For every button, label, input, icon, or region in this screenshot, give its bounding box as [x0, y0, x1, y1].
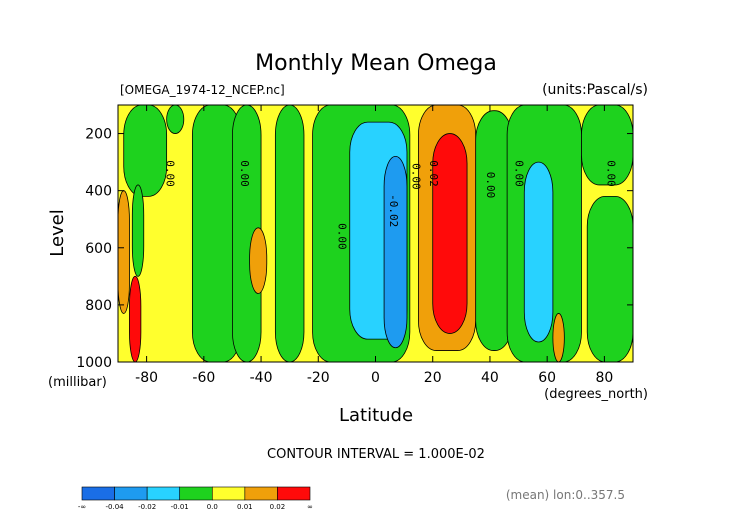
field-region-zero_neg — [131, 184, 145, 277]
units-label: (units:Pascal/s) — [542, 82, 648, 98]
field-region-pos1 — [552, 313, 565, 362]
field-region-zero_neg — [274, 105, 305, 362]
field-region-zero_neg — [123, 105, 168, 197]
field-region-zero_neg — [586, 195, 633, 362]
x-tick-label: 0 — [371, 370, 380, 386]
contour-label: -0.02 — [387, 194, 400, 227]
contour-label: 0.00 — [484, 172, 497, 199]
x-axis-label: Latitude — [339, 405, 413, 426]
colorbar-swatch — [244, 486, 278, 501]
footnote: (mean) lon:0..357.5 — [506, 488, 625, 502]
x-axis-unit: (degrees_north) — [544, 387, 648, 402]
colorbar-swatch — [277, 486, 311, 501]
y-tick-label: 1000 — [76, 355, 112, 371]
y-axis: 200 400 600 800 1000 — [76, 127, 633, 371]
x-tick-label: -20 — [307, 370, 330, 386]
colorbar-swatch — [81, 486, 115, 501]
colorbar-label: 0.01 — [237, 503, 253, 511]
colorbar: -∞ -0.04 -0.02 -0.01 0.0 0.01 0.02 ∞ — [78, 486, 313, 511]
colorbar-label: 0.02 — [270, 503, 286, 511]
field-region-zero_neg — [581, 105, 633, 186]
field-region-neg1 — [523, 161, 554, 343]
contour-label: 0.00 — [335, 223, 348, 250]
contour-label: 0.00 — [164, 160, 177, 187]
contour-label: 0.00 — [604, 160, 617, 187]
colorbar-swatch — [114, 486, 148, 501]
x-tick-label: -40 — [250, 370, 273, 386]
contour-interval-label: CONTOUR INTERVAL = 1.000E-02 — [267, 447, 485, 462]
x-tick-label: 40 — [481, 370, 499, 386]
colorbar-swatch — [179, 486, 213, 501]
colorbar-label: -∞ — [78, 503, 86, 511]
contour-label: 0.02 — [427, 160, 440, 187]
y-tick-label: 400 — [85, 184, 112, 200]
file-label: [OMEGA_1974-12_NCEP.nc] — [120, 83, 285, 97]
x-tick-label: 80 — [595, 370, 613, 386]
y-axis-label: Level — [47, 209, 68, 257]
y-tick-label: 800 — [85, 298, 112, 314]
y-tick-label: 600 — [85, 241, 112, 257]
x-tick-label: -80 — [135, 370, 158, 386]
y-axis-unit: (millibar) — [48, 375, 107, 390]
plot-area: 0.00 0.00 0.00 -0.02 0.00 0.02 0.00 0.00 0.00 — [118, 105, 633, 362]
colorbar-label: -0.04 — [106, 503, 125, 511]
colorbar-swatch — [146, 486, 181, 501]
colorbar-label: ∞ — [307, 503, 313, 511]
colorbar-label: -0.02 — [138, 503, 156, 511]
x-tick-label: -60 — [192, 370, 215, 386]
x-axis: -80 -60 -40 -20 0 20 40 60 80 — [135, 105, 613, 386]
chart-title: Monthly Mean Omega — [255, 51, 497, 76]
field-region-pos2 — [432, 133, 468, 334]
colorbar-swatch — [211, 486, 246, 501]
field-region-pos1 — [249, 227, 268, 294]
field-region-pos1 — [118, 190, 130, 314]
x-tick-label: 20 — [424, 370, 442, 386]
field-region-neg2 — [383, 155, 408, 349]
omega-field-regions — [118, 105, 633, 362]
contour-label: 0.00 — [238, 160, 251, 187]
contour-labels: 0.00 0.00 0.00 -0.02 0.00 0.02 0.00 0.00 0.00 — [164, 160, 618, 249]
y-tick-label: 200 — [85, 127, 112, 143]
colorbar-label: -0.01 — [171, 503, 189, 511]
contour-label: 0.00 — [410, 163, 423, 190]
field-region-pos2 — [129, 275, 142, 362]
contour-label: 0.00 — [513, 160, 526, 187]
colorbar-label: 0.0 — [207, 503, 218, 511]
x-tick-label: 60 — [538, 370, 556, 386]
field-region-zero_neg — [166, 105, 185, 134]
